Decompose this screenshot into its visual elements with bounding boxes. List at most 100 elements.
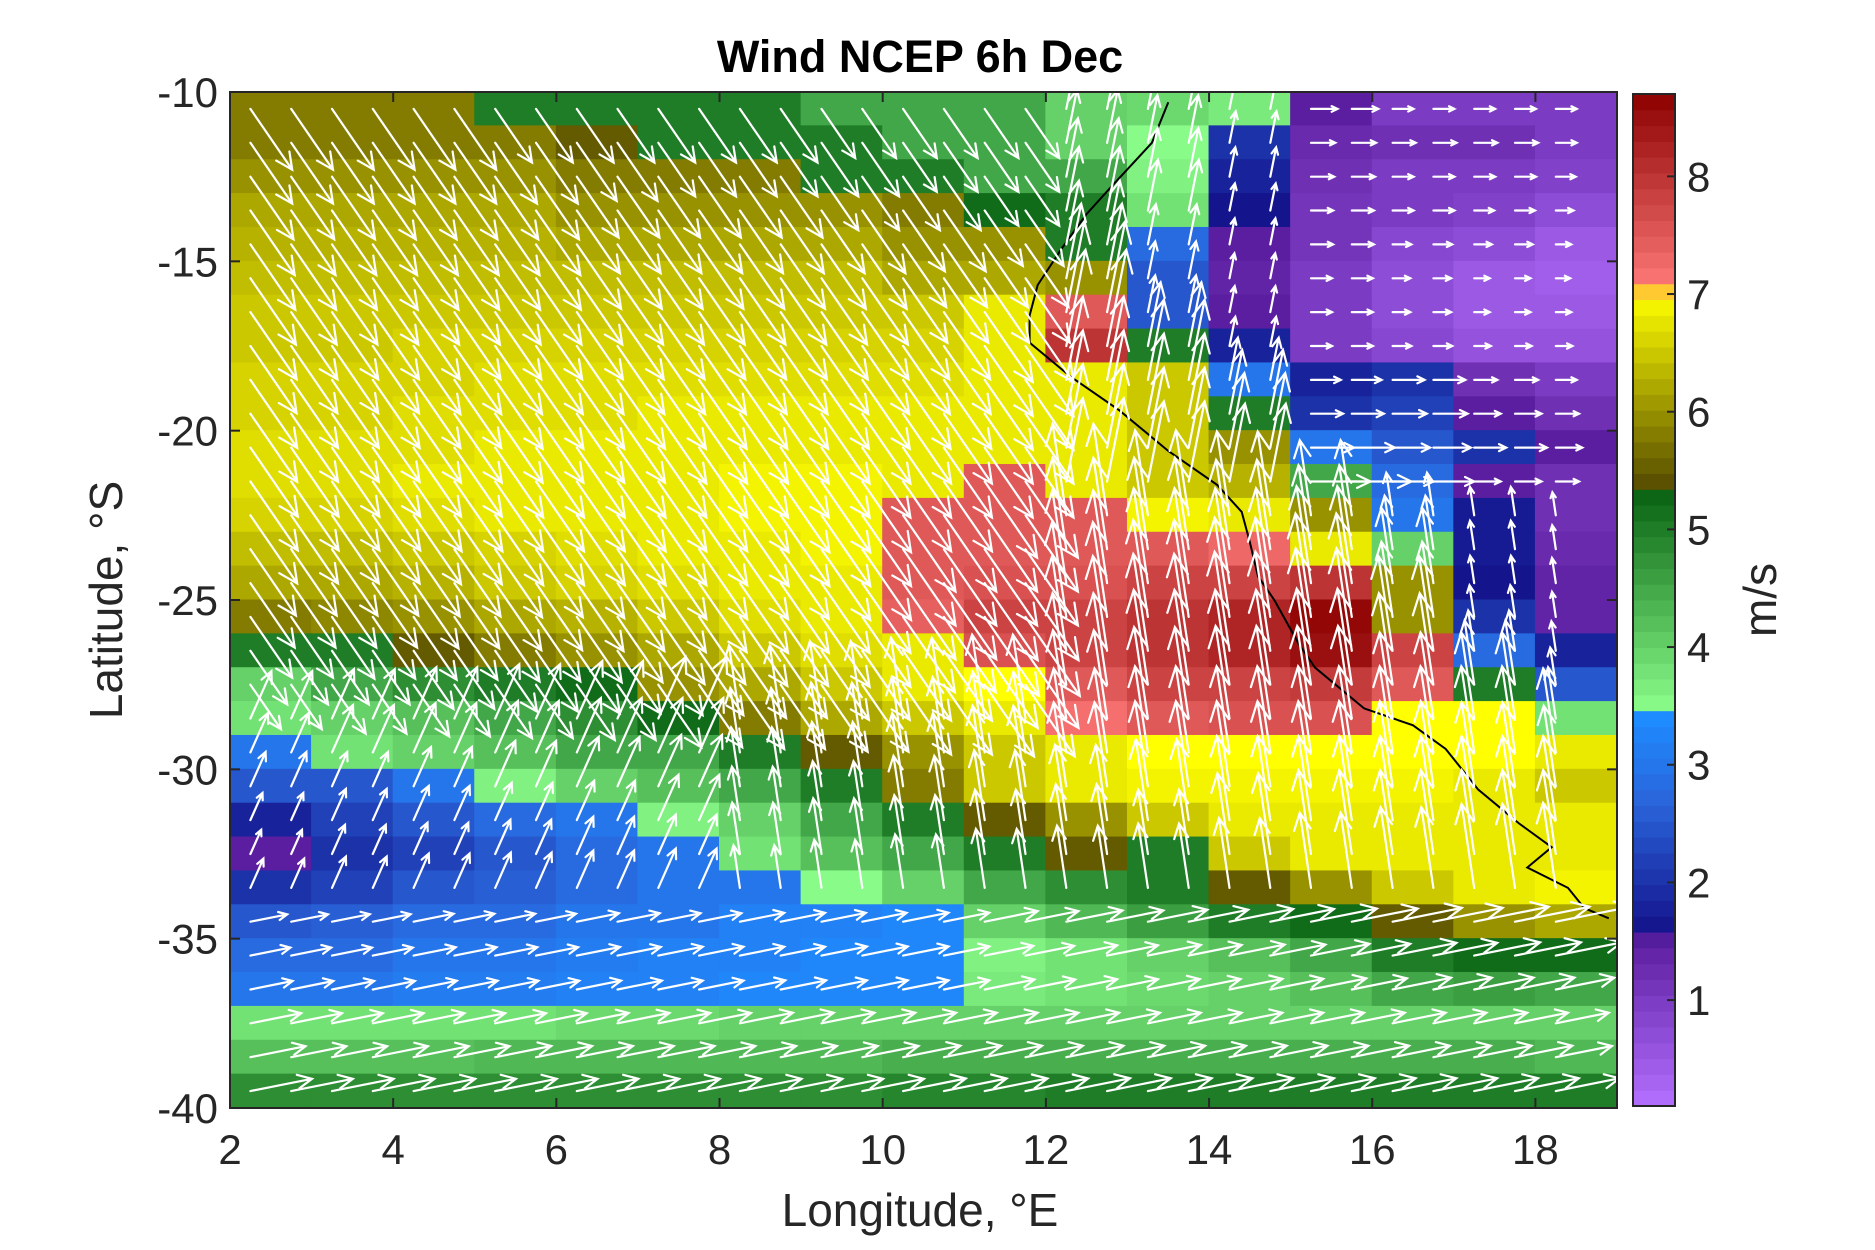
wind-arrow — [290, 277, 339, 347]
speed-cell — [1698, 92, 1781, 127]
wind-arrow — [1187, 1008, 1245, 1025]
wind-arrow — [616, 480, 668, 554]
wind-arrow — [412, 446, 463, 519]
colorbar-band — [1633, 615, 1675, 633]
speed-cell — [719, 870, 802, 906]
speed-cell — [1208, 328, 1292, 364]
wind-arrow — [1350, 973, 1410, 991]
wind-arrow — [1065, 1008, 1122, 1025]
speed-cell — [1698, 464, 1781, 499]
wind-arrow — [848, 795, 864, 856]
wind-arrow — [494, 780, 514, 822]
wind-arrow — [575, 277, 624, 347]
wind-arrow — [290, 107, 335, 172]
colorbar-band — [1633, 125, 1675, 142]
wind-arrow — [820, 514, 872, 589]
wind-arrow — [983, 175, 1020, 228]
wind-arrow — [371, 943, 416, 957]
wind-arrow — [1086, 627, 1109, 720]
wind-arrow — [885, 710, 905, 788]
wind-arrow — [983, 906, 1041, 923]
wind-arrow — [1089, 742, 1109, 822]
colorbar-band — [1633, 346, 1675, 364]
wind-arrow — [1228, 401, 1252, 483]
colorbar-band — [1633, 441, 1675, 459]
wind-arrow — [330, 1008, 386, 1025]
wind-arrow — [1473, 308, 1493, 316]
wind-arrow — [738, 378, 789, 451]
speed-cell — [1698, 972, 1781, 1007]
wind-vectors — [249, 92, 1617, 1093]
speed-cell — [1045, 904, 1128, 940]
speed-cell — [474, 904, 557, 940]
wind-arrow — [1146, 1041, 1208, 1059]
wind-arrow — [330, 854, 348, 889]
y-tick-label: -20 — [157, 408, 218, 455]
colorbar-band — [1633, 267, 1675, 285]
wind-arrow — [575, 1008, 632, 1025]
wind-arrow — [902, 378, 952, 451]
wind-arrow — [942, 1041, 1004, 1059]
wind-arrow — [1473, 139, 1500, 147]
wind-arrow — [738, 175, 784, 240]
wind-arrow — [575, 514, 627, 588]
wind-arrow — [698, 976, 747, 991]
wind-arrow — [806, 719, 823, 788]
wind-arrow — [1228, 903, 1296, 923]
wind-arrow — [1125, 485, 1149, 585]
colorbar-band — [1633, 457, 1675, 474]
wind-arrow — [249, 910, 290, 923]
colorbar-band — [1633, 488, 1675, 506]
speed-cell — [1208, 193, 1292, 228]
wind-arrow — [1373, 804, 1394, 889]
speed-cell — [637, 802, 721, 838]
wind-arrow — [453, 311, 502, 382]
wind-arrow — [779, 1041, 840, 1059]
wind-arrow — [820, 1008, 877, 1025]
wind-arrow — [965, 703, 986, 788]
wind-arrow — [1309, 973, 1369, 991]
colorbar-band — [1633, 646, 1675, 664]
wind-arrow — [820, 548, 872, 623]
wind-arrow — [290, 827, 304, 856]
speed-cell — [963, 836, 1047, 872]
speed-cell — [800, 1039, 884, 1075]
wind-arrow — [738, 107, 779, 165]
speed-cell — [719, 938, 802, 974]
wind-arrow — [1207, 623, 1231, 720]
wind-arrow — [820, 141, 860, 199]
wind-arrow — [1415, 505, 1435, 585]
y-tick-label: -35 — [157, 916, 218, 963]
wind-arrow — [1432, 105, 1457, 113]
wind-arrow — [1065, 247, 1093, 348]
wind-arrow — [371, 243, 420, 312]
x-tick-label: 8 — [708, 1126, 731, 1173]
colorbar-band — [1633, 552, 1675, 569]
colorbar-band — [1633, 931, 1675, 949]
wind-arrow — [779, 277, 828, 347]
wind-arrow — [1106, 1073, 1174, 1093]
wind-arrow — [861, 582, 912, 655]
wind-arrow — [942, 209, 988, 274]
speed-cell — [555, 1039, 639, 1075]
wind-arrow — [1350, 173, 1378, 181]
speed-cell — [1208, 226, 1292, 262]
wind-arrow — [330, 175, 377, 242]
wind-arrow — [1391, 139, 1419, 147]
wind-arrow — [1309, 173, 1337, 181]
wind-arrow — [1309, 1041, 1371, 1059]
wind-arrow — [820, 277, 869, 347]
wind-arrow — [902, 243, 948, 310]
wind-arrow — [616, 615, 664, 685]
wind-arrow — [1187, 331, 1211, 415]
wind-arrow — [534, 514, 586, 588]
wind-arrow — [1228, 181, 1238, 212]
wind-arrow — [494, 378, 545, 451]
wind-arrow — [942, 548, 998, 628]
wind-arrow — [942, 378, 993, 451]
wind-arrow — [820, 107, 857, 161]
wind-arrow — [1024, 480, 1080, 560]
wind-arrow — [738, 908, 787, 923]
wind-arrow — [249, 1041, 308, 1059]
wind-arrow — [1106, 144, 1125, 212]
